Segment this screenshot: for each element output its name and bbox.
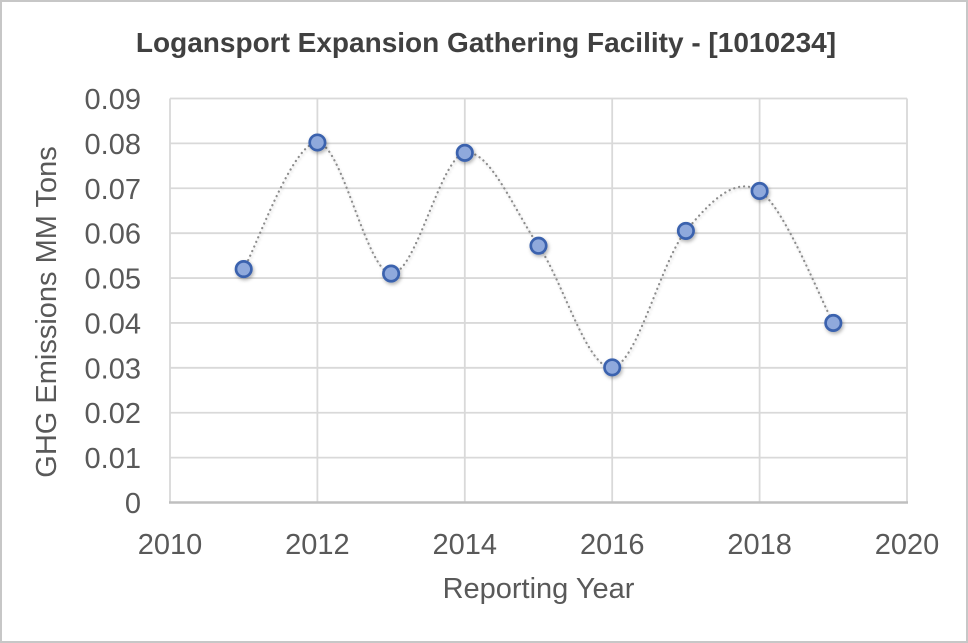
data-point-marker — [824, 313, 843, 332]
y-tick-label: 0.09 — [85, 84, 141, 116]
data-point-marker — [529, 236, 548, 255]
x-tick-label: 2020 — [875, 529, 940, 561]
x-tick-label: 2018 — [727, 529, 792, 561]
y-tick-label: 0.01 — [85, 443, 141, 475]
y-tick-label: 0.03 — [85, 353, 141, 385]
data-point-marker — [234, 260, 253, 279]
y-tick-label: 0.07 — [85, 174, 141, 206]
data-point-marker — [455, 143, 474, 162]
x-tick-label: 2010 — [138, 529, 203, 561]
x-tick-label: 2012 — [285, 529, 350, 561]
y-tick-label: 0.04 — [85, 308, 141, 340]
y-tick-label: 0.02 — [85, 398, 141, 430]
x-tick-label: 2014 — [433, 529, 498, 561]
data-point-marker — [750, 181, 769, 201]
x-tick-label: 2016 — [580, 529, 645, 561]
y-tick-label: 0.06 — [85, 219, 141, 251]
data-point-marker — [308, 133, 327, 152]
chart-title: Logansport Expansion Gathering Facility … — [135, 27, 837, 58]
y-tick-label: 0 — [125, 488, 141, 520]
data-point-marker — [603, 358, 622, 377]
series-line — [242, 141, 835, 369]
data-point-marker — [676, 221, 695, 240]
x-axis-title: Reporting Year — [442, 573, 635, 605]
y-tick-label: 0.05 — [85, 264, 141, 296]
data-point-marker — [382, 264, 401, 283]
y-tick-label: 0.08 — [85, 129, 141, 161]
